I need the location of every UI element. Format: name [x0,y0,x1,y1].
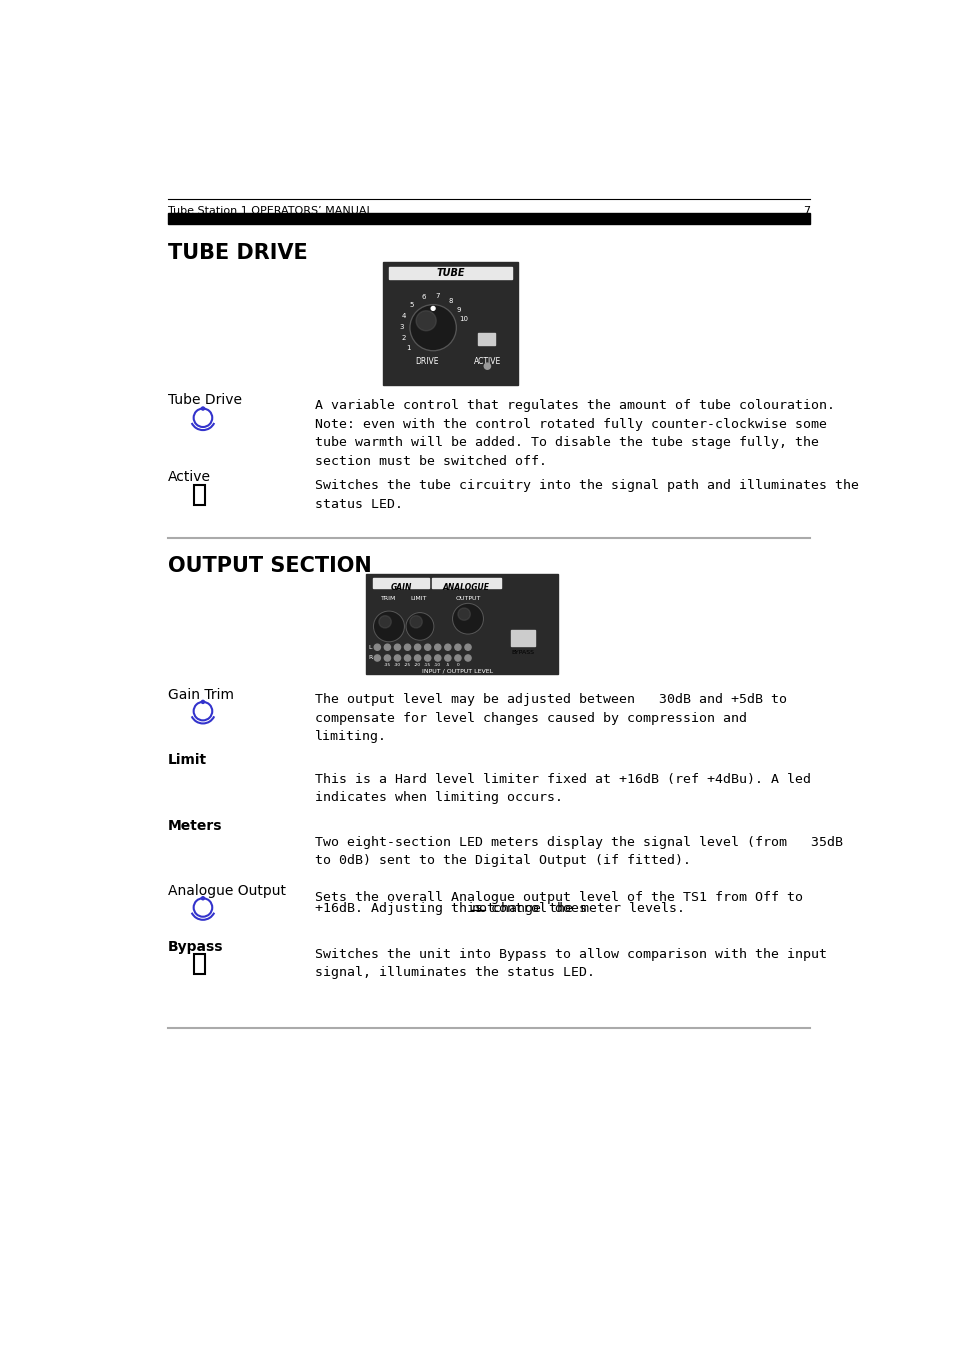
Circle shape [384,644,390,650]
Text: -20: -20 [414,663,420,667]
Text: Gain Trim: Gain Trim [168,688,233,703]
Text: -5: -5 [445,663,450,667]
Text: 1: 1 [406,345,411,351]
Circle shape [394,655,400,661]
Text: -30: -30 [394,663,400,667]
Text: -35: -35 [383,663,391,667]
Text: 4: 4 [401,313,405,319]
Circle shape [410,616,422,628]
Text: OUTPUT SECTION: OUTPUT SECTION [168,557,372,577]
Text: Switches the unit into Bypass to allow comparison with the input
signal, illumin: Switches the unit into Bypass to allow c… [314,947,825,979]
Text: ANALOGUE: ANALOGUE [442,584,490,592]
Circle shape [406,612,434,640]
Circle shape [455,644,460,650]
Text: 3: 3 [398,324,403,330]
Text: Active: Active [168,470,211,484]
Text: 7: 7 [801,205,809,216]
Circle shape [457,608,470,620]
Text: DRIVE: DRIVE [415,357,438,366]
Text: 9: 9 [456,307,461,312]
Circle shape [424,644,431,650]
Text: Bypass: Bypass [168,940,223,954]
Circle shape [201,700,204,704]
Circle shape [404,655,410,661]
Text: R: R [368,655,372,661]
Circle shape [378,616,391,628]
Text: Analogue Output: Analogue Output [168,885,286,898]
Bar [432,578,500,588]
Bar [511,631,534,646]
Circle shape [424,655,431,661]
Bar [365,574,558,674]
Text: not: not [471,902,495,915]
Text: Sets the overall Analogue output level of the TS1 from Off to: Sets the overall Analogue output level o… [314,890,801,904]
Text: OUTPUT: OUTPUT [455,596,480,601]
Circle shape [435,655,440,661]
Text: change the meter levels.: change the meter levels. [484,902,684,915]
Text: TUBE: TUBE [436,267,464,278]
Text: Meters: Meters [168,819,222,834]
Bar [194,954,205,974]
Circle shape [201,897,204,900]
Circle shape [410,304,456,351]
Circle shape [201,407,204,411]
Circle shape [431,307,435,311]
Text: The output level may be adjusted between   30dB and +5dB to
compensate for level: The output level may be adjusted between… [314,693,785,743]
Bar [477,334,495,346]
Text: A variable control that regulates the amount of tube colouration.
Note: even wit: A variable control that regulates the am… [314,400,834,467]
Text: This is a Hard level limiter fixed at +16dB (ref +4dBu). A led
indicates when li: This is a Hard level limiter fixed at +1… [314,773,810,804]
Circle shape [415,655,420,661]
Circle shape [384,655,390,661]
Text: TRIM: TRIM [381,596,396,601]
Bar [194,485,205,505]
Text: +16dB. Adjusting this control does: +16dB. Adjusting this control does [314,902,594,915]
Bar [382,262,517,385]
Circle shape [416,311,436,331]
Text: 5: 5 [409,301,414,308]
Text: 8: 8 [448,299,453,304]
Circle shape [404,644,410,650]
Circle shape [415,644,420,650]
Circle shape [455,655,460,661]
Circle shape [484,363,490,369]
Text: GAIN: GAIN [390,584,412,592]
Text: -10: -10 [434,663,441,667]
Text: 0: 0 [456,663,458,667]
Text: Tube Drive: Tube Drive [168,393,242,407]
Text: 2: 2 [400,335,405,342]
Circle shape [374,655,380,661]
Circle shape [394,644,400,650]
Text: 7: 7 [435,293,439,300]
Circle shape [435,644,440,650]
Text: LIMIT: LIMIT [410,596,426,601]
Circle shape [374,644,380,650]
Text: 10: 10 [458,316,468,323]
Bar [373,578,429,588]
Text: 6: 6 [421,295,426,300]
Circle shape [444,655,451,661]
Circle shape [373,611,404,642]
Text: Two eight-section LED meters display the signal level (from   35dB
to 0dB) sent : Two eight-section LED meters display the… [314,836,841,867]
Text: INPUT / OUTPUT LEVEL: INPUT / OUTPUT LEVEL [421,667,492,673]
Circle shape [464,655,471,661]
Text: TUBE DRIVE: TUBE DRIVE [168,243,308,263]
Circle shape [464,644,471,650]
Text: -25: -25 [403,663,411,667]
Text: BYPASS: BYPASS [511,650,534,654]
Text: ACTIVE: ACTIVE [474,357,500,366]
Text: L: L [368,644,372,650]
Bar [168,213,809,224]
Text: Limit: Limit [168,754,207,767]
Circle shape [444,644,451,650]
Bar [389,267,512,280]
Text: Switches the tube circuitry into the signal path and illuminates the
status LED.: Switches the tube circuitry into the sig… [314,480,858,511]
Text: -15: -15 [424,663,431,667]
Circle shape [452,604,483,634]
Text: Tube Station 1 OPERATORS’ MANUAL: Tube Station 1 OPERATORS’ MANUAL [168,205,373,216]
